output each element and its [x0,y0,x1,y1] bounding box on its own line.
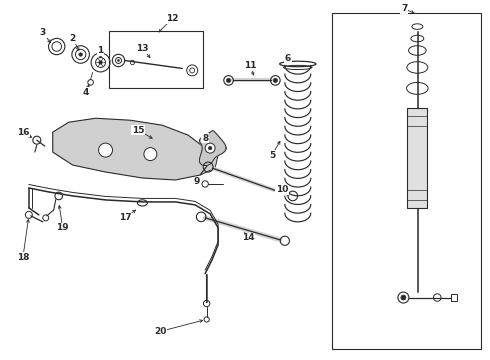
Text: 17: 17 [119,213,132,222]
Text: 1: 1 [98,46,104,55]
Circle shape [208,146,212,150]
Text: 9: 9 [193,177,199,186]
Bar [407,108,427,208]
Circle shape [205,143,215,153]
Polygon shape [199,131,226,166]
Text: 19: 19 [56,223,69,232]
Text: 13: 13 [136,44,148,53]
Text: 6: 6 [285,54,291,63]
Polygon shape [200,148,218,175]
Text: 3: 3 [40,28,46,37]
Text: 14: 14 [242,233,254,242]
Circle shape [79,53,82,56]
Text: 16: 16 [17,128,29,137]
Circle shape [401,295,406,300]
Text: 2: 2 [70,34,76,43]
Text: 20: 20 [154,327,167,336]
Circle shape [99,61,102,64]
Text: 7: 7 [401,4,408,13]
Text: 18: 18 [17,253,29,262]
Circle shape [98,143,113,157]
Bar [108,31,203,88]
Circle shape [226,78,231,82]
Text: 11: 11 [244,61,256,70]
Circle shape [273,78,277,82]
Text: 5: 5 [269,150,275,159]
Bar [451,294,457,301]
Text: 12: 12 [166,14,178,23]
Circle shape [144,148,157,161]
Polygon shape [53,118,210,180]
Text: 8: 8 [202,134,208,143]
Circle shape [118,59,120,62]
Text: 15: 15 [132,126,145,135]
Text: 10: 10 [276,185,288,194]
Text: 4: 4 [82,88,89,97]
Bar [332,13,481,349]
